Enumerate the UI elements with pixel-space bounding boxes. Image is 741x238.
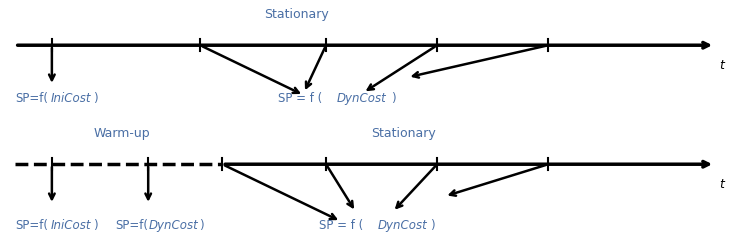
Text: DynCost: DynCost bbox=[337, 92, 387, 105]
Text: t: t bbox=[719, 178, 724, 191]
Text: Stationary: Stationary bbox=[371, 127, 436, 140]
Text: IniCost: IniCost bbox=[50, 92, 91, 105]
Text: ): ) bbox=[430, 219, 434, 232]
Text: DynCost: DynCost bbox=[378, 219, 428, 232]
Text: SP=f(: SP=f( bbox=[15, 92, 48, 105]
Text: ): ) bbox=[391, 92, 396, 105]
Text: SP=f(: SP=f( bbox=[115, 219, 148, 232]
Text: DynCost: DynCost bbox=[148, 219, 198, 232]
Text: ): ) bbox=[93, 219, 97, 232]
Text: SP = f (: SP = f ( bbox=[278, 92, 322, 105]
Text: IniCost: IniCost bbox=[50, 219, 91, 232]
Text: ): ) bbox=[93, 92, 97, 105]
Text: SP = f (: SP = f ( bbox=[319, 219, 363, 232]
Text: Stationary: Stationary bbox=[264, 8, 329, 21]
Text: ): ) bbox=[199, 219, 203, 232]
Text: Warm-up: Warm-up bbox=[94, 127, 150, 140]
Text: SP=f(: SP=f( bbox=[15, 219, 48, 232]
Text: t: t bbox=[719, 59, 724, 72]
